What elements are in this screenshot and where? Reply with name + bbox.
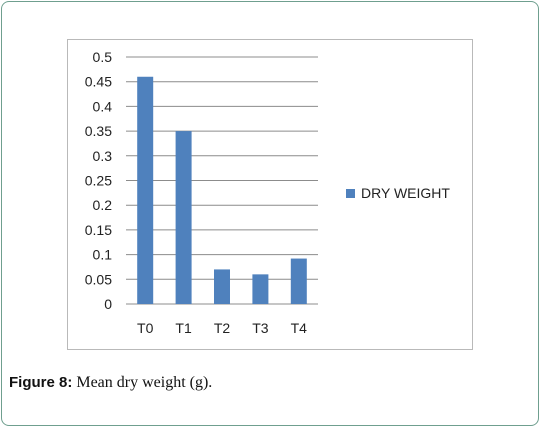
x-tick-label: T4 (291, 320, 308, 336)
legend-label: DRY WEIGHT (361, 185, 450, 201)
y-tick-label: 0.1 (93, 247, 113, 263)
x-tick-label: T1 (175, 320, 192, 336)
y-tick-label: 0 (104, 296, 112, 312)
caption-text: Mean dry weight (g). (72, 374, 213, 391)
y-tick-label: 0.2 (93, 197, 113, 213)
chart-frame (67, 39, 473, 350)
legend-swatch (346, 189, 355, 198)
bar-t4 (290, 258, 307, 304)
y-tick-label: 0.3 (93, 148, 113, 164)
figure-caption: Figure 8: Mean dry weight (g). (9, 374, 212, 392)
legend: DRY WEIGHT (346, 185, 450, 201)
caption-label: Figure 8: (9, 374, 73, 391)
x-tick-label: T0 (137, 320, 154, 336)
y-tick-label: 0.25 (85, 173, 112, 189)
x-tick-label: T2 (214, 320, 231, 336)
bars (137, 76, 307, 304)
y-tick-label: 0.45 (85, 74, 112, 90)
gridlines (126, 56, 318, 305)
y-tick-label: 0.35 (85, 123, 112, 139)
x-tick-label: T3 (252, 320, 269, 336)
x-tick-labels: T0 T1 T2 T3 T4 (137, 320, 307, 336)
bar-t3 (252, 274, 269, 304)
y-tick-label: 0.5 (93, 49, 113, 65)
y-tick-label: 0.15 (85, 222, 112, 238)
y-tick-label: 0.05 (85, 271, 112, 287)
bar-t1 (175, 131, 192, 304)
bar-t0 (137, 76, 154, 304)
y-tick-label: 0.4 (93, 98, 113, 114)
bar-t2 (214, 269, 230, 304)
y-tick-labels: 0 0.05 0.1 0.15 0.2 0.25 0.3 0.35 0.4 0.45 0.5 (85, 49, 112, 312)
